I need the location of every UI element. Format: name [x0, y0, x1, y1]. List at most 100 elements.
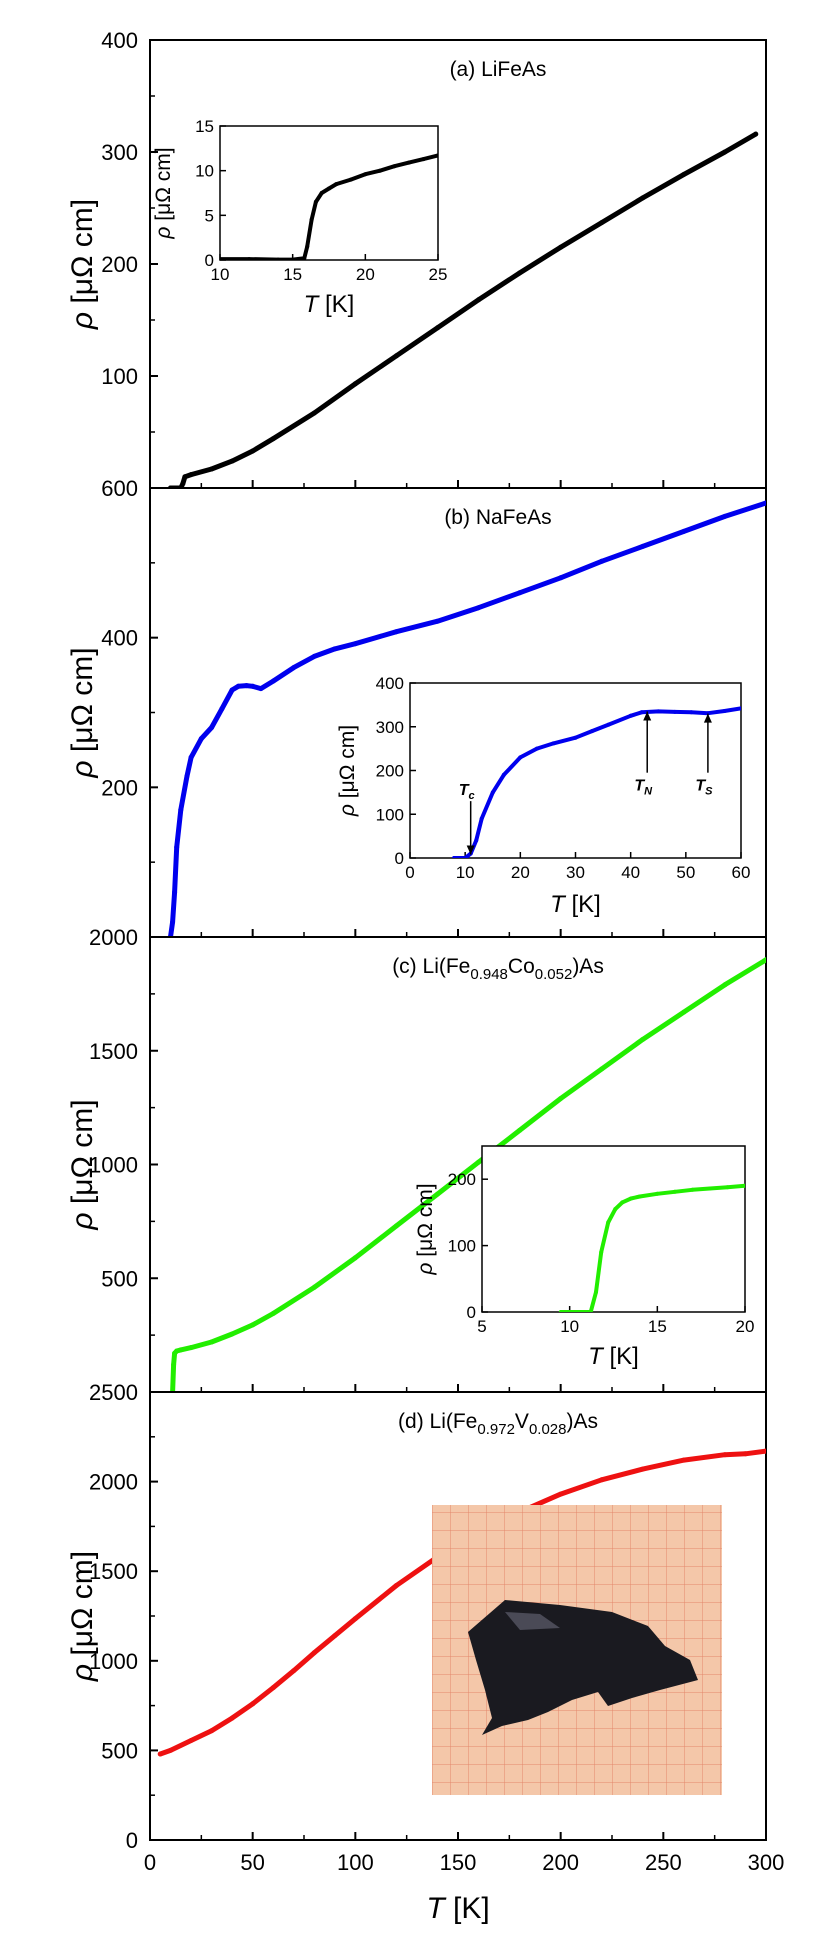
data-point [476, 605, 481, 611]
annotation-label: TS [695, 778, 713, 798]
inset-y-tick-label: 200 [376, 762, 404, 781]
label-part: [μΩ cm] [66, 1099, 99, 1212]
inset-x-tick-label: 15 [283, 265, 302, 284]
x-tick-label: 250 [645, 1850, 682, 1875]
data-point [377, 168, 382, 173]
y-tick-label: 300 [101, 140, 138, 165]
data-point [250, 683, 256, 689]
data-point [352, 381, 358, 387]
inset-x-axis-title: T [K] [588, 1343, 639, 1370]
inset-x-tick-label: 5 [477, 1317, 486, 1336]
data-point [672, 709, 677, 714]
data-point [763, 1448, 766, 1454]
label-part: (a) LiFeAs [450, 58, 547, 81]
inset-y-tick-label: 5 [205, 206, 214, 225]
data-point [302, 256, 307, 260]
label-part: c [469, 790, 475, 802]
inset-x-tick-label: 0 [405, 863, 414, 882]
inset-x-tick-label: 60 [732, 863, 751, 882]
data-point [219, 706, 225, 712]
label-part: S [705, 786, 713, 798]
annotation-label: TN [634, 778, 653, 798]
data-point [628, 713, 633, 718]
data-point [171, 1362, 177, 1368]
data-point [184, 773, 190, 779]
data-point [174, 1348, 180, 1354]
data-point [722, 149, 728, 155]
data-point [435, 325, 440, 331]
inset-y-axis-title: ρ [μΩ cm] [152, 147, 175, 239]
label-part: )As [566, 1410, 598, 1433]
data-point [220, 257, 222, 260]
label-part: 0.028 [529, 1421, 567, 1438]
data-point [551, 741, 556, 746]
data-point [599, 220, 605, 226]
data-point [613, 1207, 618, 1212]
data-point [319, 191, 324, 195]
data-point [244, 683, 249, 689]
crystal-photo [432, 1505, 722, 1795]
data-point [291, 1668, 297, 1674]
y-tick-label: 200 [101, 252, 138, 277]
inset-x-tick-label: 40 [621, 863, 640, 882]
data-point [606, 1220, 611, 1225]
panel-title: (c) Li(Fe0.948Co0.052)As [392, 955, 604, 983]
data-point [250, 448, 256, 454]
data-point [640, 195, 646, 201]
annotation-arrowhead [643, 711, 652, 721]
data-point [174, 844, 180, 850]
label-part: [μΩ cm] [414, 1183, 437, 1262]
label-part: [μΩ cm] [66, 1551, 99, 1664]
data-point [270, 436, 276, 442]
data-point [178, 1347, 184, 1353]
inset-x-tick-label: 20 [356, 265, 375, 284]
y-tick-label: 0 [126, 1828, 138, 1853]
inset-y-tick-label: 300 [376, 718, 404, 737]
data-point [352, 1616, 358, 1622]
data-point [363, 172, 368, 177]
data-point [476, 297, 481, 303]
data-point [681, 1457, 687, 1463]
inset-x-tick-label: 25 [429, 265, 448, 284]
x-tick-label: 300 [748, 1850, 785, 1875]
data-point [291, 665, 297, 671]
data-point [309, 217, 314, 222]
y-tick-label: 200 [101, 775, 138, 800]
data-point [209, 1339, 215, 1345]
data-point [576, 1310, 581, 1312]
data-point [518, 755, 523, 760]
y-tick-label: 500 [101, 1266, 138, 1291]
label-part: ρ [66, 760, 99, 778]
panel-c: (c) Li(Fe0.948Co0.052)As500100015002000ρ… [66, 925, 767, 1393]
plot-area [170, 957, 766, 1392]
label-part: 0.948 [470, 966, 508, 983]
data-point [332, 646, 338, 652]
data-point [311, 410, 317, 416]
data-point [406, 160, 411, 165]
data-point [517, 270, 523, 276]
data-point [180, 481, 186, 486]
data-point [188, 1738, 194, 1743]
label-part: T [550, 891, 567, 918]
inset-x-tick-label: 30 [566, 863, 585, 882]
series-line [168, 500, 766, 937]
data-point [681, 171, 687, 177]
data-point [763, 957, 766, 963]
plot-area [168, 500, 766, 937]
data-point [352, 641, 358, 647]
data-point [558, 1310, 563, 1312]
data-point [479, 816, 484, 821]
data-point [599, 1066, 605, 1072]
data-point [188, 472, 194, 478]
inset-frame [409, 682, 742, 859]
label-part: (b) NaFeAs [444, 506, 551, 529]
inset-frame [219, 125, 439, 261]
data-point [558, 575, 564, 581]
inset-y-tick-label: 15 [195, 117, 214, 136]
data-point [725, 1185, 730, 1190]
inset-plot-area [452, 706, 741, 858]
label-part: Co [508, 955, 535, 978]
data-point [639, 710, 644, 715]
data-point [250, 1322, 256, 1328]
